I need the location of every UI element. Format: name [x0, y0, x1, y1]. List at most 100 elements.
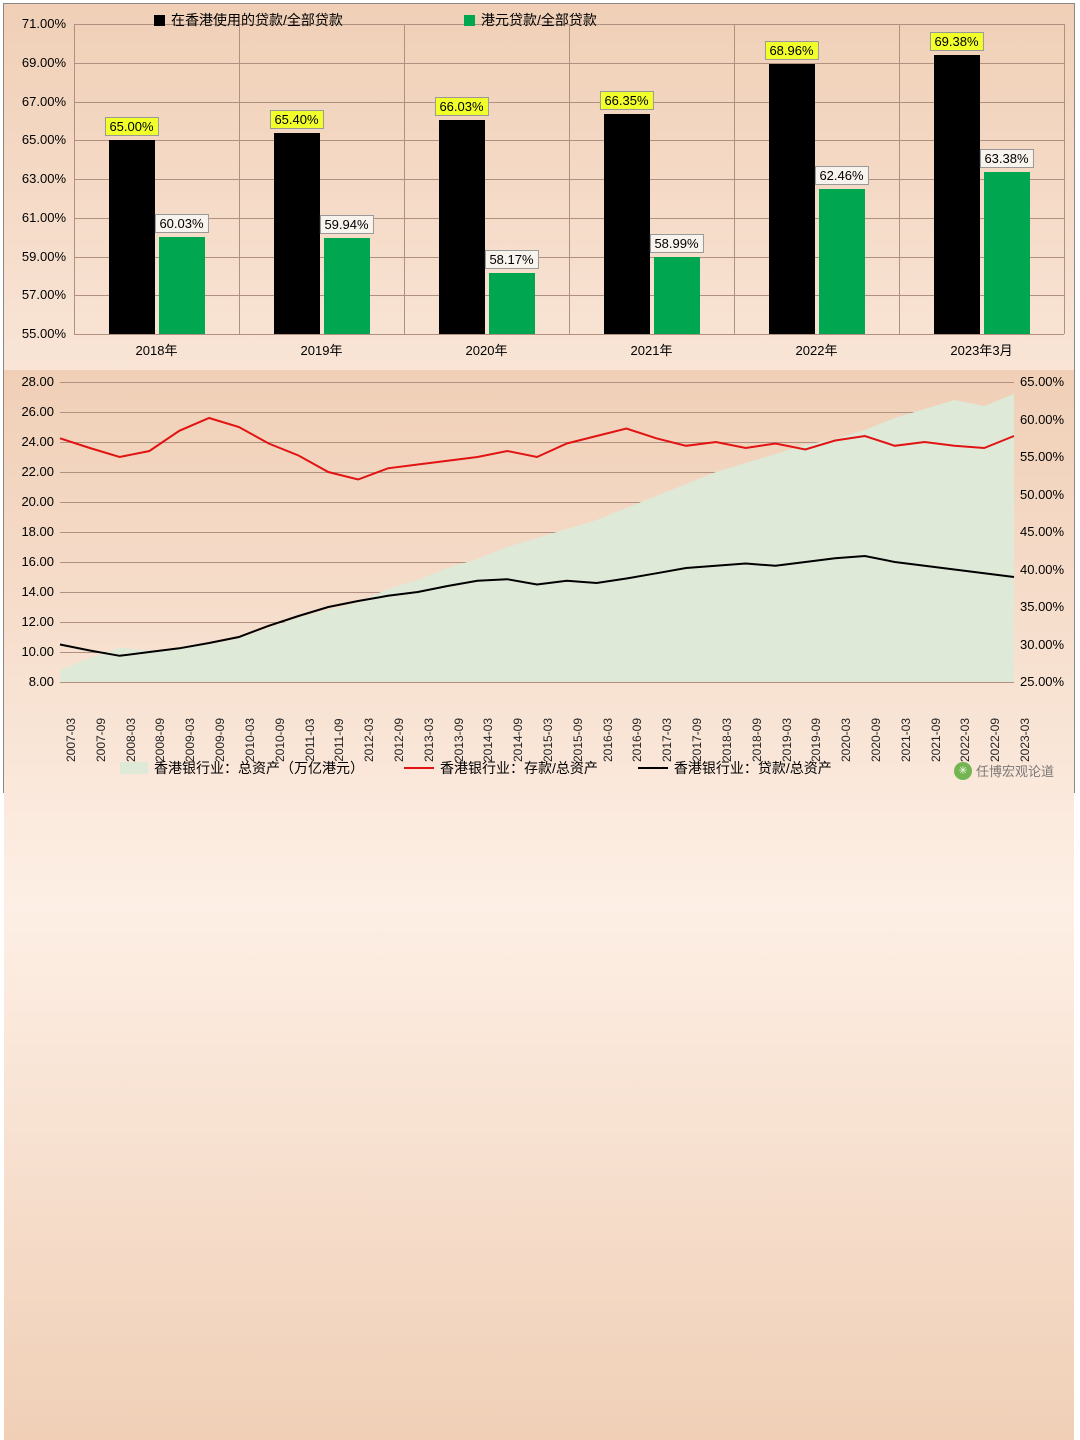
- x-axis-label: 2021-03: [899, 718, 913, 762]
- y-axis-label: 55.00%: [22, 326, 66, 341]
- bar: [109, 140, 155, 334]
- x-axis-label: 2017-09: [690, 718, 704, 762]
- value-label: 58.17%: [484, 250, 538, 269]
- x-axis-label: 2011-03: [303, 718, 317, 761]
- bottom-line-chart: 8.0010.0012.0014.0016.0018.0020.0022.002…: [4, 370, 1074, 792]
- x-axis-label: 2012-03: [362, 718, 376, 762]
- y-axis-label: 59.00%: [22, 249, 66, 264]
- legend-swatch: [464, 15, 475, 26]
- y-axis-label: 61.00%: [22, 210, 66, 225]
- x-category-label: 2020年: [466, 340, 508, 359]
- legend-item: 香港银行业：贷款/总资产: [638, 758, 832, 778]
- right-y-axis-label: 65.00%: [1020, 374, 1064, 389]
- x-axis-label: 2008-03: [124, 718, 138, 762]
- x-axis-label: 2013-09: [452, 718, 466, 762]
- x-category-label: 2023年3月: [950, 340, 1012, 359]
- bar: [769, 64, 815, 334]
- value-label: 65.00%: [104, 117, 158, 136]
- left-y-axis-label: 10.00: [21, 644, 54, 659]
- left-y-axis-label: 24.00: [21, 434, 54, 449]
- top-bar-chart: 55.00%57.00%59.00%61.00%63.00%65.00%67.0…: [4, 4, 1074, 370]
- x-axis-label: 2020-09: [869, 718, 883, 762]
- right-y-axis-label: 50.00%: [1020, 487, 1064, 502]
- left-y-axis-label: 26.00: [21, 404, 54, 419]
- bar: [654, 257, 700, 334]
- legend-swatch: [120, 762, 148, 774]
- legend-item: 香港银行业：存款/总资产: [404, 758, 598, 778]
- x-category-label: 2022年: [796, 340, 838, 359]
- legend-label: 香港银行业：存款/总资产: [440, 758, 598, 778]
- left-y-axis-label: 28.00: [21, 374, 54, 389]
- right-y-axis-label: 35.00%: [1020, 599, 1064, 614]
- gridline-v: [899, 24, 900, 334]
- x-axis-label: 2015-03: [541, 718, 555, 762]
- bar: [984, 172, 1030, 334]
- x-axis-label: 2015-09: [571, 718, 585, 762]
- x-axis-label: 2009-03: [183, 718, 197, 762]
- right-y-axis-label: 60.00%: [1020, 412, 1064, 427]
- charts-container: 55.00%57.00%59.00%61.00%63.00%65.00%67.0…: [3, 3, 1075, 793]
- legend-swatch: [154, 15, 165, 26]
- x-axis-label: 2019-09: [809, 718, 823, 762]
- x-category-label: 2021年: [631, 340, 673, 359]
- legend-label: 在香港使用的贷款/全部贷款: [171, 10, 343, 30]
- x-axis-label: 2007-09: [94, 718, 108, 762]
- value-label: 66.03%: [434, 97, 488, 116]
- x-category-label: 2018年: [136, 340, 178, 359]
- bar: [439, 120, 485, 334]
- left-y-axis-label: 8.00: [29, 674, 54, 689]
- x-axis-label: 2021-09: [929, 718, 943, 762]
- x-axis-label: 2009-09: [213, 718, 227, 762]
- x-category-label: 2019年: [301, 340, 343, 359]
- gridline-v: [1064, 24, 1065, 334]
- x-axis-label: 2008-09: [153, 718, 167, 762]
- bar: [934, 55, 980, 334]
- value-label: 69.38%: [929, 32, 983, 51]
- gridline-v: [404, 24, 405, 334]
- series-svg: [60, 382, 1014, 682]
- value-label: 58.99%: [649, 234, 703, 253]
- y-axis-label: 63.00%: [22, 171, 66, 186]
- x-axis-label: 2022-03: [958, 718, 972, 762]
- x-axis-label: 2023-03: [1018, 718, 1032, 762]
- gridline: [74, 334, 1064, 335]
- left-y-axis-label: 16.00: [21, 554, 54, 569]
- x-axis-label: 2018-03: [720, 718, 734, 762]
- x-axis-label: 2018-09: [750, 718, 764, 762]
- bar: [604, 114, 650, 334]
- x-axis-label: 2011-09: [332, 718, 346, 761]
- x-axis-label: 2019-03: [780, 718, 794, 762]
- legend-swatch: [638, 767, 668, 769]
- gridline-v: [734, 24, 735, 334]
- y-axis-label: 65.00%: [22, 132, 66, 147]
- right-y-axis-label: 40.00%: [1020, 562, 1064, 577]
- left-y-axis-label: 22.00: [21, 464, 54, 479]
- value-label: 60.03%: [154, 214, 208, 233]
- legend-item: 香港银行业：总资产（万亿港元）: [120, 758, 364, 778]
- y-axis-label: 71.00%: [22, 16, 66, 31]
- y-axis-label: 57.00%: [22, 287, 66, 302]
- gridline-v: [239, 24, 240, 334]
- left-y-axis-label: 18.00: [21, 524, 54, 539]
- x-axis-label: 2010-09: [273, 718, 287, 762]
- right-y-axis-label: 55.00%: [1020, 449, 1064, 464]
- gridline-v: [74, 24, 75, 334]
- x-axis-label: 2020-03: [839, 718, 853, 762]
- value-label: 59.94%: [319, 215, 373, 234]
- x-axis-label: 2010-03: [243, 718, 257, 762]
- wechat-icon: ✳: [954, 762, 972, 780]
- x-axis-label: 2014-09: [511, 718, 525, 762]
- x-axis-label: 2014-03: [481, 718, 495, 762]
- left-y-axis-label: 14.00: [21, 584, 54, 599]
- value-label: 63.38%: [979, 149, 1033, 168]
- value-label: 68.96%: [764, 41, 818, 60]
- x-axis-label: 2017-03: [660, 718, 674, 762]
- top-plot-area: 55.00%57.00%59.00%61.00%63.00%65.00%67.0…: [74, 24, 1064, 334]
- legend-swatch: [404, 767, 434, 769]
- x-axis-label: 2016-09: [630, 718, 644, 762]
- gridline: [60, 682, 1014, 683]
- x-axis-label: 2022-09: [988, 718, 1002, 762]
- legend-label: 港元贷款/全部贷款: [481, 10, 597, 30]
- value-label: 66.35%: [599, 91, 653, 110]
- bar: [489, 273, 535, 334]
